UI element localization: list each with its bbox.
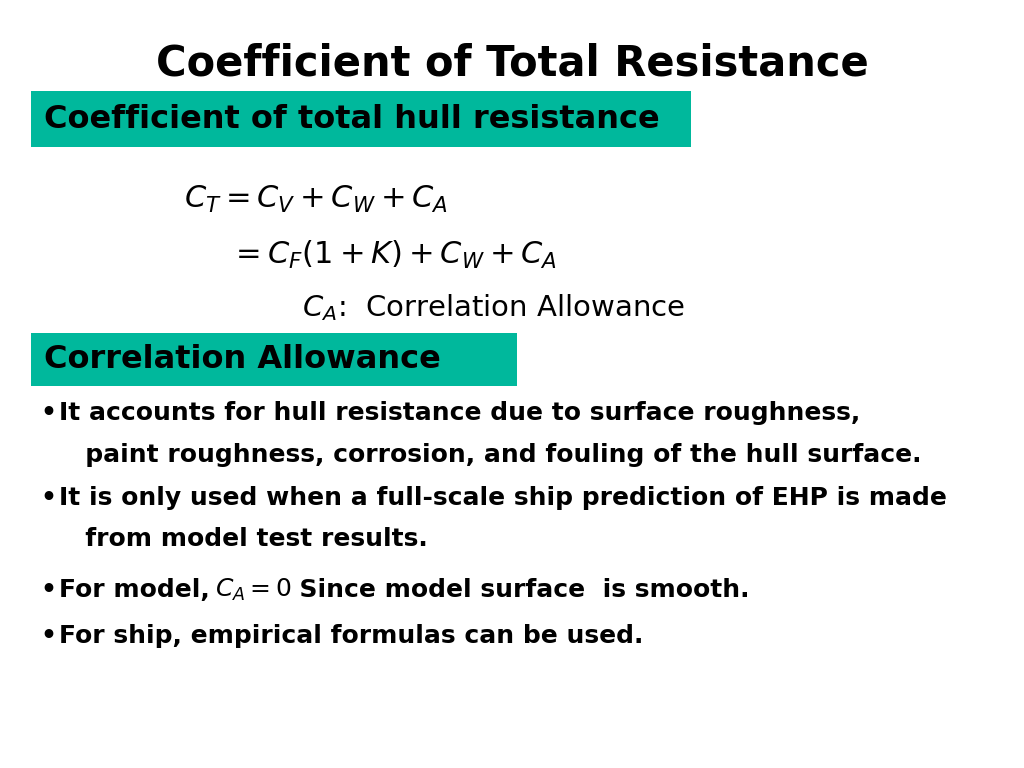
Text: $C_{A}=0$: $C_{A}=0$ [215, 577, 292, 603]
Text: •: • [41, 401, 66, 425]
Text: •: • [41, 578, 66, 602]
Text: paint roughness, corrosion, and fouling of the hull surface.: paint roughness, corrosion, and fouling … [59, 442, 922, 467]
Text: from model test results.: from model test results. [59, 527, 428, 551]
Text: For ship, empirical formulas can be used.: For ship, empirical formulas can be used… [59, 624, 644, 648]
Text: For model,: For model, [59, 578, 210, 602]
Text: Coefficient of Total Resistance: Coefficient of Total Resistance [156, 42, 868, 84]
Text: It is only used when a full-scale ship prediction of EHP is made: It is only used when a full-scale ship p… [59, 485, 947, 510]
Text: $C_{T} = C_{V} + C_{W} + C_{A}$: $C_{T} = C_{V} + C_{W} + C_{A}$ [184, 184, 449, 215]
Text: •: • [41, 485, 66, 510]
Text: •: • [41, 624, 66, 648]
Text: Since model surface  is smooth.: Since model surface is smooth. [282, 578, 750, 602]
Text: Coefficient of total hull resistance: Coefficient of total hull resistance [44, 104, 659, 134]
Text: $C_{A}$:  Correlation Allowance: $C_{A}$: Correlation Allowance [302, 292, 685, 323]
Text: Correlation Allowance: Correlation Allowance [44, 344, 440, 375]
FancyBboxPatch shape [31, 333, 517, 386]
Text: It accounts for hull resistance due to surface roughness,: It accounts for hull resistance due to s… [59, 401, 860, 425]
FancyBboxPatch shape [31, 91, 691, 147]
Text: $= C_{F}(1+K)+C_{W}+C_{A}$: $= C_{F}(1+K)+C_{W}+C_{A}$ [230, 239, 557, 271]
